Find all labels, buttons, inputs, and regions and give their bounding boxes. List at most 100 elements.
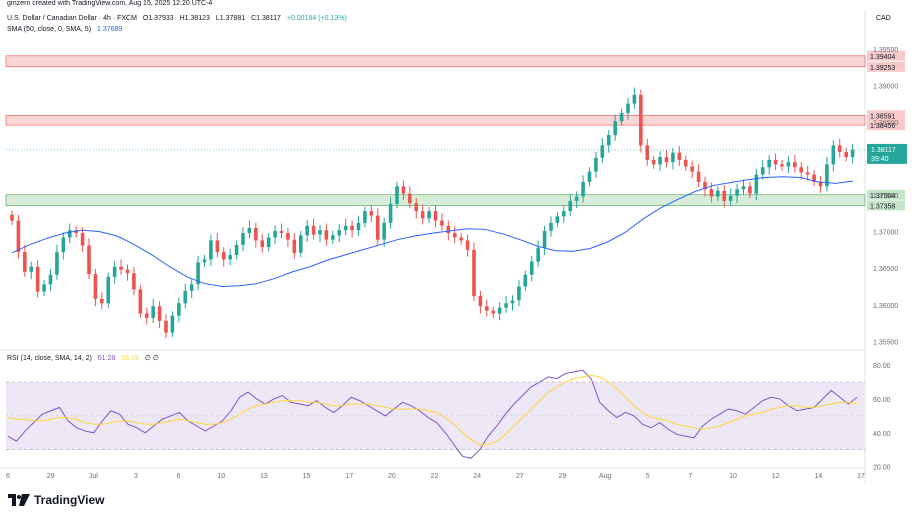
candle-body xyxy=(151,306,155,318)
rsi-legend[interactable]: RSI (14, close, SMA, 14, 2) 61.28 55.18 … xyxy=(7,354,163,362)
candle-body xyxy=(61,237,66,253)
candle-body xyxy=(664,157,669,163)
zone-1-label-top: 1.38591 xyxy=(870,113,895,120)
candle-body xyxy=(825,164,829,187)
candle-body xyxy=(273,230,277,238)
zone-0-label-bottom: 1.39253 xyxy=(870,65,895,72)
candle-body xyxy=(331,235,335,240)
time-tick-label: 7 xyxy=(688,473,692,480)
candle-body xyxy=(850,149,855,158)
rsi-tick-label: 80.00 xyxy=(873,363,891,370)
price-tick-label: 1.36000 xyxy=(873,303,898,310)
time-tick-label: 6 xyxy=(6,473,10,480)
candle-body xyxy=(658,157,662,165)
candle-body xyxy=(703,181,707,190)
ohlc-close: C1.38117 xyxy=(251,15,281,22)
candle-body xyxy=(395,186,399,204)
candle-body xyxy=(587,171,592,182)
candle-body xyxy=(568,200,573,212)
candle-body xyxy=(408,193,412,204)
candle-body xyxy=(196,262,200,285)
last-price-label-bg xyxy=(867,143,907,164)
candle-body xyxy=(523,274,528,287)
candles xyxy=(10,87,855,339)
candle-body xyxy=(671,152,675,163)
candle-body xyxy=(375,215,380,240)
candle-body xyxy=(786,162,791,167)
candle-body xyxy=(241,233,245,245)
candle-body xyxy=(356,222,361,231)
zone-2-label-bottom-bg xyxy=(867,200,905,211)
time-tick-label: Aug xyxy=(599,473,612,480)
symbol-legend[interactable]: U.S. Dollar / Canadian Dollar · 4h · FXC… xyxy=(7,15,351,22)
candle-body xyxy=(215,240,220,253)
rsi-sma-value: 55.18 xyxy=(121,355,139,362)
time-tick-label: 10 xyxy=(217,473,225,480)
rsi-tick-label: 40.00 xyxy=(873,431,891,438)
candle-body xyxy=(318,230,322,235)
price-tick-label: 1.37000 xyxy=(873,230,898,237)
candle-body xyxy=(735,189,739,196)
candle-body xyxy=(818,181,823,187)
candle-body xyxy=(93,274,98,299)
candle-body xyxy=(754,174,759,194)
candle-body xyxy=(10,214,14,221)
tradingview-logo-icon xyxy=(8,494,30,506)
candle-body xyxy=(517,286,521,301)
price-tick-label: 1.39000 xyxy=(873,83,898,90)
candle-body xyxy=(23,252,27,272)
candle-body xyxy=(536,247,540,262)
candle-body xyxy=(472,249,476,296)
candle-body xyxy=(119,266,123,270)
candle-body xyxy=(677,152,682,160)
candle-body xyxy=(549,222,553,231)
candle-body xyxy=(440,220,444,226)
zone-1-label-bottom: 1.38456 xyxy=(870,123,895,130)
ohlc-high: H1.38123 xyxy=(179,15,210,22)
candle-body xyxy=(55,252,59,275)
zone-2 xyxy=(5,194,866,206)
time-tick-label: 5 xyxy=(646,473,650,480)
rsi-tick-label: 20.00 xyxy=(873,465,891,472)
candle-body xyxy=(844,151,848,158)
candle-body xyxy=(574,196,579,201)
price-tick-label: 1.39500 xyxy=(873,47,898,54)
rsi-label: RSI (14, close, SMA, 14, 2) xyxy=(7,355,92,362)
currency-label: CAD xyxy=(876,15,891,22)
time-tick-label: 12 xyxy=(772,473,780,480)
candle-body xyxy=(260,240,265,247)
time-tick-label: 17 xyxy=(345,473,353,480)
candle-body xyxy=(298,235,303,253)
candle-body xyxy=(164,320,168,333)
zone-1-label-bottom-bg xyxy=(867,120,905,131)
sma-legend[interactable]: SMA (50, close, 0, SMA, 5) 1.37689 xyxy=(7,26,126,33)
candle-body xyxy=(619,113,624,122)
ohlc-low: L1.37881 xyxy=(215,15,246,22)
candle-body xyxy=(16,220,21,253)
candle-body xyxy=(485,306,489,311)
candle-body xyxy=(234,244,239,256)
time-tick-label: 20 xyxy=(388,473,396,480)
sma-label: SMA (50, close, 0, SMA, 5) xyxy=(7,26,92,33)
time-tick-label: 22 xyxy=(431,473,439,480)
candle-body xyxy=(626,103,630,114)
candle-body xyxy=(228,255,232,260)
ohlc-change: +0.00184 (+0.13%) xyxy=(286,15,347,22)
sma-value: 1.37689 xyxy=(96,26,123,33)
candle-body xyxy=(382,222,386,240)
candle-body xyxy=(254,227,258,241)
candle-body xyxy=(29,266,34,272)
candle-body xyxy=(170,315,175,333)
candle-body xyxy=(87,245,91,275)
candle-body xyxy=(709,189,714,197)
candle-body xyxy=(542,230,547,248)
time-tick-label: 27 xyxy=(516,473,524,480)
candle-body xyxy=(286,233,290,240)
candle-body xyxy=(562,211,566,217)
candle-body xyxy=(427,211,431,219)
candle-body xyxy=(728,195,733,201)
candle-body xyxy=(831,145,836,165)
candle-body xyxy=(35,266,40,292)
